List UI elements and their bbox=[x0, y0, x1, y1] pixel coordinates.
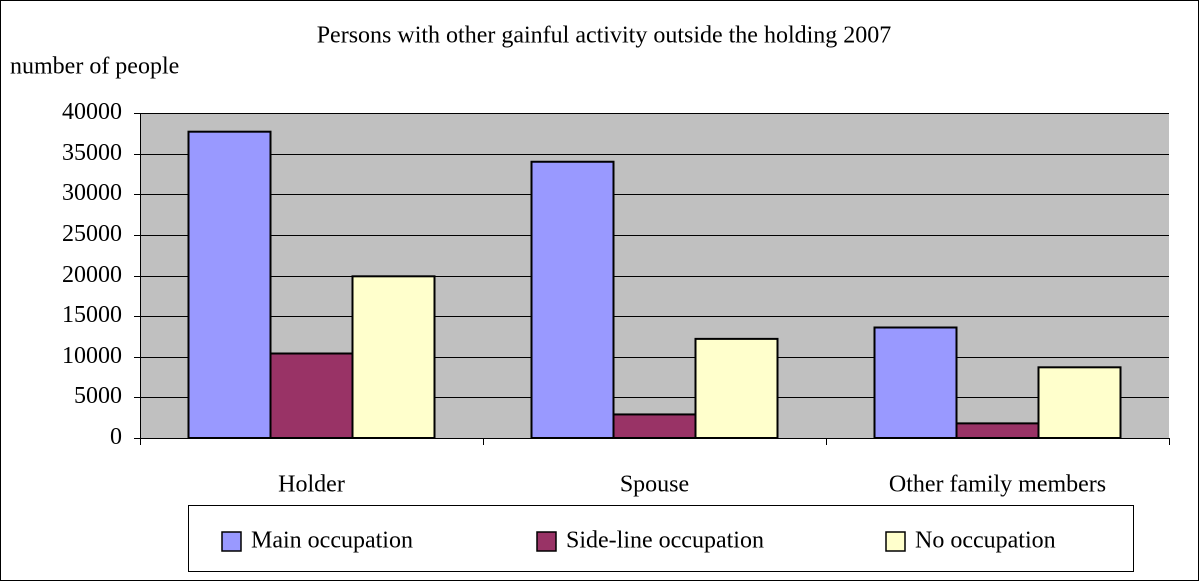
legend-swatch bbox=[885, 531, 906, 552]
y-tick-label: 10000 bbox=[62, 343, 122, 369]
bar bbox=[269, 352, 354, 439]
y-tick-label: 25000 bbox=[62, 221, 122, 247]
y-tick-label: 30000 bbox=[62, 180, 122, 206]
legend-label: Main occupation bbox=[251, 528, 413, 554]
y-tick-label: 5000 bbox=[74, 383, 122, 409]
y-tick-label: 20000 bbox=[62, 262, 122, 288]
chart-title: Persons with other gainful activity outs… bbox=[317, 23, 892, 49]
legend-box bbox=[188, 505, 1134, 572]
bar bbox=[530, 160, 615, 439]
legend-swatch bbox=[221, 531, 242, 552]
bar bbox=[612, 413, 697, 439]
legend-label: No occupation bbox=[915, 528, 1056, 554]
legend-swatch bbox=[536, 531, 557, 552]
y-tick-label: 35000 bbox=[62, 140, 122, 166]
legend-label: Side-line occupation bbox=[566, 528, 764, 554]
bar bbox=[873, 326, 958, 439]
bar bbox=[1037, 366, 1122, 439]
bar bbox=[351, 275, 436, 439]
y-tick-label: 15000 bbox=[62, 302, 122, 328]
x-tick-label: Holder bbox=[278, 472, 345, 498]
bar bbox=[955, 422, 1040, 439]
bar bbox=[187, 130, 272, 439]
y-tick-label: 0 bbox=[110, 424, 122, 450]
x-tick-label: Spouse bbox=[620, 472, 689, 498]
x-tick-label: Other family members bbox=[889, 472, 1106, 498]
y-tick-label: 40000 bbox=[62, 99, 122, 125]
bar bbox=[694, 337, 779, 439]
y-axis-title: number of people bbox=[10, 54, 179, 80]
